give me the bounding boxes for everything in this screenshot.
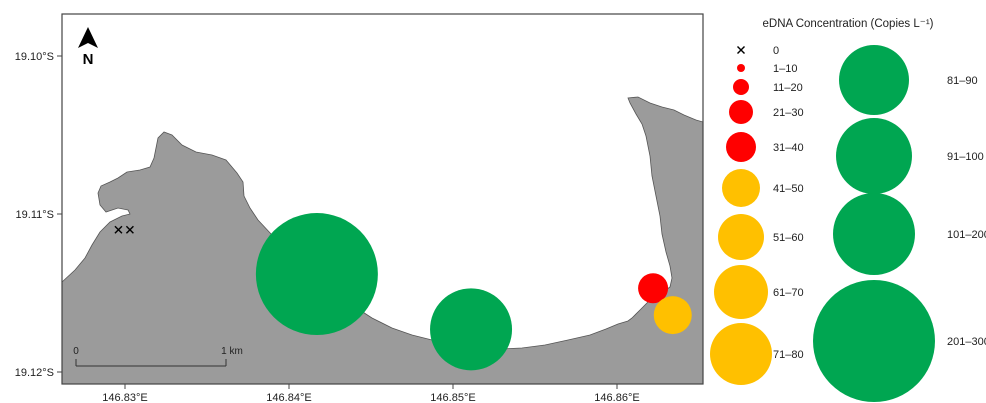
lat-tick-label: 19.12°S	[15, 367, 54, 379]
legend-symbol-mid	[714, 265, 768, 319]
legend-label: 61–70	[773, 287, 804, 299]
legend: 0 1–10 11–20 21–30 31–40 41–50 51–60 61–70 71–80…	[710, 45, 986, 402]
scale-bar: 0 1 km	[73, 346, 243, 367]
sample-circle	[638, 273, 669, 304]
sample-circle	[430, 288, 513, 371]
legend-label: 101–200	[947, 229, 986, 241]
legend-label: 201–300	[947, 336, 986, 348]
north-arrow-icon	[78, 27, 98, 48]
legend-symbol-cross	[737, 46, 745, 54]
legend-label: 11–20	[773, 82, 803, 94]
legend-symbol-high	[833, 193, 915, 275]
legend-label: 31–40	[773, 142, 804, 154]
legend-label: 1–10	[773, 63, 797, 75]
map-border	[61, 13, 704, 385]
lat-tick-label: 19.11°S	[16, 209, 54, 221]
legend-symbol-low	[726, 132, 756, 162]
legend-label: 0	[773, 45, 779, 57]
legend-symbol-high	[836, 118, 912, 194]
legend-label: 71–80	[773, 349, 804, 361]
lon-tick-label: 146.85°E	[430, 392, 475, 403]
sample-circle	[653, 296, 692, 335]
lat-tick-label: 19.10°S	[15, 51, 54, 63]
legend-symbol-high	[813, 280, 935, 402]
legend-symbol-mid	[722, 169, 760, 207]
legend-symbol-low	[733, 79, 749, 95]
latitude-axis: 19.10°S 19.11°S 19.12°S	[15, 51, 62, 379]
legend-symbol-mid	[710, 323, 772, 385]
sample-marker-zero	[125, 225, 134, 234]
scalebar-end-label: 1 km	[221, 346, 243, 357]
sample-circle	[255, 213, 378, 336]
legend-label: 21–30	[773, 107, 804, 119]
longitude-axis: 146.83°E 146.84°E 146.85°E 146.86°E	[102, 384, 640, 403]
legend-label: 41–50	[773, 183, 804, 195]
sample-markers	[114, 213, 692, 371]
legend-label: 51–60	[773, 232, 804, 244]
north-label: N	[83, 51, 94, 68]
legend-title: eDNA Concentration (Copies L⁻¹)	[763, 18, 934, 30]
legend-symbol-mid	[718, 214, 764, 260]
legend-symbol-low	[729, 100, 753, 124]
scalebar-start-label: 0	[73, 346, 79, 357]
legend-symbol-low	[737, 64, 745, 72]
legend-label: 91–100	[947, 151, 984, 163]
lon-tick-label: 146.83°E	[102, 392, 147, 403]
lon-tick-label: 146.84°E	[266, 392, 311, 403]
sample-marker-zero	[114, 225, 123, 234]
land-west	[61, 96, 704, 385]
lon-tick-label: 146.86°E	[594, 392, 639, 403]
legend-symbol-high	[839, 45, 909, 115]
legend-label: 81–90	[947, 75, 978, 87]
